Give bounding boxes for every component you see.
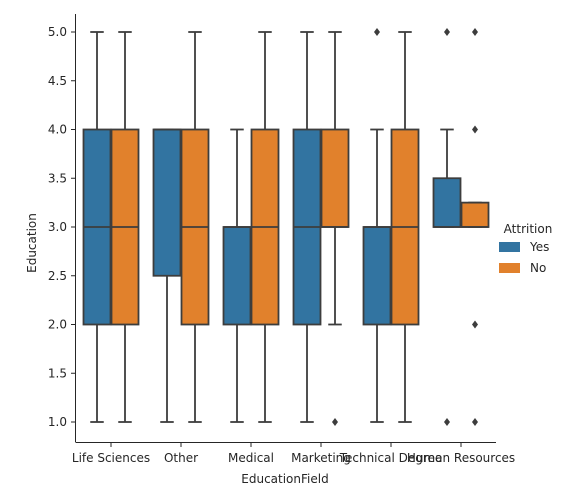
- box-0-3: [292, 31, 322, 423]
- x-tick-label: Medical: [228, 451, 274, 465]
- box-1-1: [180, 31, 210, 423]
- y-ticks: 1.0 1.5 2.0 2.5 3.0 3.5 4.0 4.5 5.0: [48, 25, 76, 429]
- x-tick-label: Other: [164, 451, 198, 465]
- box-body: [432, 177, 462, 228]
- plot-area: [82, 28, 490, 426]
- y-tick-label: 2.5: [48, 269, 67, 283]
- outlier-point: [472, 418, 478, 426]
- box-body: [362, 226, 392, 326]
- y-axis-label: Education: [25, 213, 39, 273]
- box-1-5: [460, 28, 490, 426]
- legend-title: Attrition: [504, 222, 553, 236]
- x-axis-label: EducationField: [241, 472, 328, 486]
- outlier-point: [444, 418, 450, 426]
- x-tick-label: Technical Degree: [339, 451, 443, 465]
- outlier-point: [332, 418, 338, 426]
- box-1-3: [320, 31, 350, 426]
- y-tick-label: 5.0: [48, 25, 67, 39]
- box-body: [222, 226, 252, 326]
- box-1-0: [110, 31, 140, 423]
- x-tick-label: Life Sciences: [72, 451, 150, 465]
- x-tick-label: Human Resources: [407, 451, 515, 465]
- y-tick-label: 4.0: [48, 123, 67, 137]
- y-tick-label: 3.0: [48, 220, 67, 234]
- x-tick-label: Marketing: [291, 451, 351, 465]
- legend-label: Yes: [529, 240, 549, 254]
- box-1-2: [250, 31, 280, 423]
- box-0-5: [432, 28, 462, 426]
- y-tick-label: 2.0: [48, 318, 67, 332]
- legend: Attrition Yes No: [499, 222, 552, 275]
- box-0-2: [222, 128, 252, 423]
- legend-entries: Yes No: [499, 240, 549, 275]
- x-axis: Life Sciences Other Medical MarketingTechni…: [72, 442, 515, 486]
- y-tick-label: 3.5: [48, 171, 67, 185]
- box-0-1: [152, 128, 182, 423]
- box-0-0: [82, 31, 112, 423]
- x-ticks: Life Sciences Other Medical MarketingTechni…: [72, 442, 515, 465]
- box-0-4: [362, 28, 392, 423]
- y-tick-label: 1.0: [48, 415, 67, 429]
- series-yes: [82, 28, 462, 426]
- outlier-point: [444, 28, 450, 36]
- y-tick-label: 4.5: [48, 74, 67, 88]
- legend-label: No: [530, 261, 546, 275]
- box-body: [320, 128, 350, 228]
- series-no: [110, 28, 490, 426]
- outlier-point: [472, 125, 478, 134]
- legend-swatch: [499, 242, 520, 252]
- legend-swatch: [499, 263, 520, 273]
- y-tick-label: 1.5: [48, 366, 67, 380]
- outlier-point: [472, 320, 478, 329]
- y-axis: 1.0 1.5 2.0 2.5 3.0 3.5 4.0 4.5 5.0 Education: [25, 14, 76, 442]
- box-body: [460, 201, 490, 228]
- box-1-4: [390, 31, 420, 423]
- box-body: [152, 128, 182, 277]
- outlier-point: [374, 28, 380, 36]
- outlier-point: [472, 28, 478, 36]
